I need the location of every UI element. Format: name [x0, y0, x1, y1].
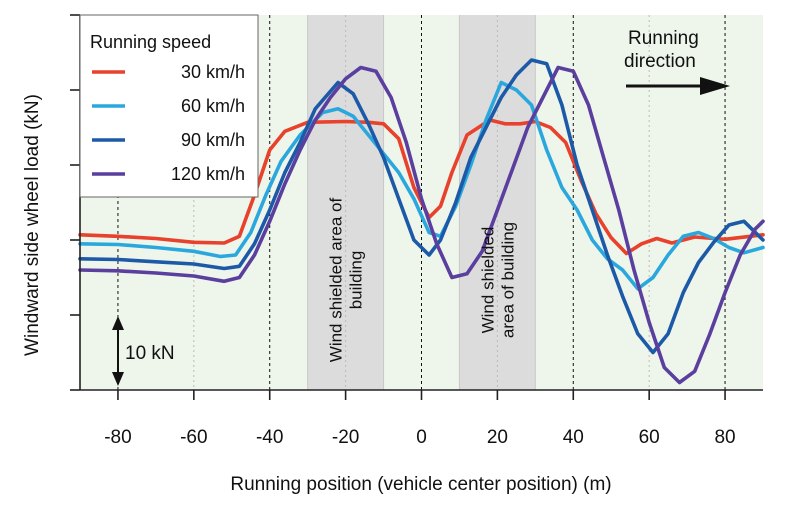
x-tick-label: -60	[180, 427, 207, 448]
x-tick-label: 60	[639, 427, 660, 448]
shaded-region-label-1: Wind shielded area of building	[327, 198, 366, 363]
shaded-region-label-2: Wind shielded area of building	[478, 222, 517, 338]
series-line-4	[78, 65, 765, 385]
shaded-region-label-line: area of building	[498, 222, 517, 338]
scale-bar-arrow-up	[112, 316, 124, 330]
x-tick-label: 0	[416, 427, 427, 448]
series-line-3	[78, 58, 765, 355]
direction-label-line-2: direction	[624, 51, 696, 72]
x-axis-title: Running position (vehicle center positio…	[230, 474, 611, 495]
legend-label-2: 60 km/h	[181, 96, 245, 116]
scale-bar-arrow-down	[112, 372, 124, 386]
x-tick-label: 20	[487, 427, 508, 448]
scale-bar-label: 10 kN	[125, 343, 175, 364]
y-ticks	[70, 14, 80, 391]
x-tick-label: 80	[714, 427, 735, 448]
scale-bar: 10 kN	[112, 316, 175, 386]
shaded-region-label-line: building	[347, 251, 366, 310]
direction-arrow-head	[700, 77, 730, 95]
annotations: 10 kN Running direction Wind shielded ar…	[112, 28, 730, 386]
legend: Running speed 30 km/h 60 km/h 90 km/h 120 k…	[79, 14, 259, 198]
direction-label-line-1: Running	[628, 28, 699, 49]
series-line-1	[78, 118, 765, 256]
shaded-region-label-line: Wind shielded area of	[327, 198, 346, 363]
y-axis-title: Windward side wheel load (kN)	[22, 94, 43, 356]
shaded-region-label-line: Wind shielded	[478, 227, 497, 334]
legend-title: Running speed	[90, 32, 211, 52]
legend-label-1: 30 km/h	[181, 62, 245, 82]
series-lines	[78, 58, 765, 385]
legend-label-4: 120 km/h	[171, 164, 245, 184]
x-tick-label: -80	[104, 427, 131, 448]
shaded-region-2	[459, 15, 536, 390]
legend-items: 30 km/h 60 km/h 90 km/h 120 km/h	[92, 62, 245, 184]
x-tick-label: -40	[256, 427, 283, 448]
shaded-region-labels: Wind shielded area of building Wind shield…	[327, 198, 518, 363]
running-direction: Running direction	[624, 28, 730, 95]
x-tick-label: -20	[332, 427, 359, 448]
x-tick-label: 40	[563, 427, 584, 448]
legend-label-3: 90 km/h	[181, 130, 245, 150]
x-ticks: -80 -60 -40 -20 0 20 40 60 80	[104, 390, 736, 448]
